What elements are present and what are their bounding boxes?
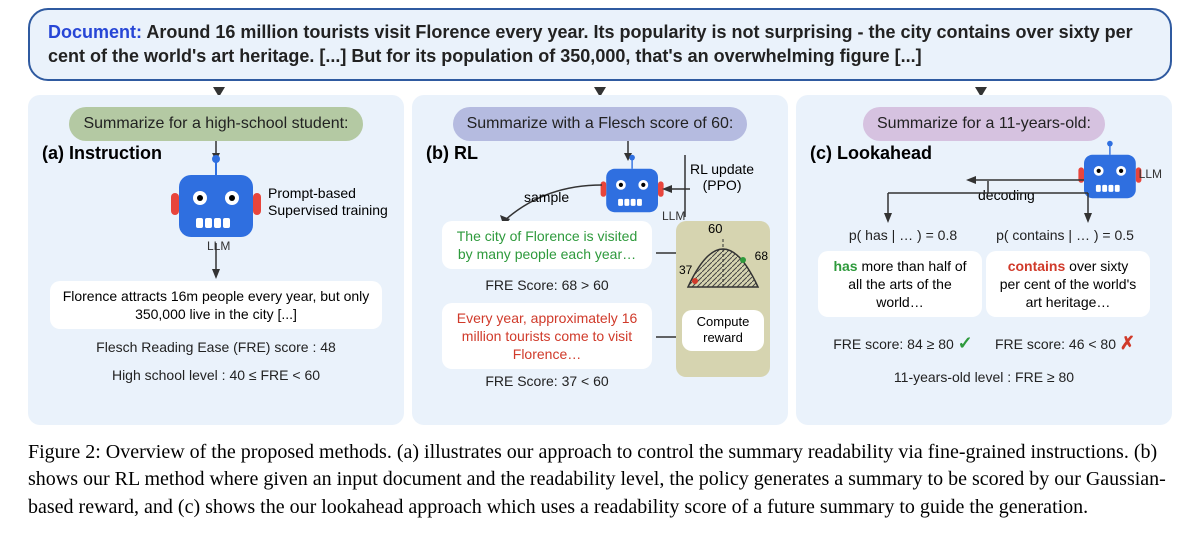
sample-label: sample xyxy=(524,189,569,205)
document-label: Document: xyxy=(48,22,142,42)
gaussian-left: 37 xyxy=(679,263,692,277)
training-label: Prompt-based Supervised training xyxy=(268,185,388,220)
arrow-icon xyxy=(210,243,222,279)
fre-right: FRE score: 46 < 80 ✗ xyxy=(976,333,1154,354)
continuation-head-right: contains xyxy=(1008,258,1066,274)
prompt-pill-a: Summarize for a high-school student: xyxy=(69,107,362,141)
panels-row: Summarize for a high-school student: (a)… xyxy=(28,95,1172,425)
llm-label: LLM xyxy=(662,209,685,223)
prob-left: p( has | … ) = 0.8 xyxy=(818,227,988,243)
panel-rl: Summarize with a Flesch score of 60: (b)… xyxy=(412,95,788,425)
summary-output: Florence attracts 16m people every year,… xyxy=(50,281,382,329)
continuation-tail-left: more than half of all the arts of the wo… xyxy=(848,258,966,310)
llm-label: LLM xyxy=(1139,167,1162,181)
fre-right-text: FRE score: 46 < 80 xyxy=(995,336,1116,352)
continuation-right: contains over sixty per cent of the worl… xyxy=(986,251,1150,318)
document-box: Document: Around 16 million tourists vis… xyxy=(28,8,1172,81)
fre-left: FRE score: 84 ≥ 80 ✓ xyxy=(814,333,992,354)
gaussian-curve-icon xyxy=(682,227,764,299)
fre-score-good: FRE Score: 68 > 60 xyxy=(442,277,652,293)
branch-icon xyxy=(858,181,1118,225)
level-line-c: 11-years-old level : FRE ≥ 80 xyxy=(808,369,1160,385)
reward-box: 60 37 68 Compute reward xyxy=(676,221,770,377)
fre-score-line: Flesch Reading Ease (FRE) score : 48 xyxy=(40,339,392,355)
cross-icon: ✗ xyxy=(1120,333,1135,353)
compute-reward-label: Compute reward xyxy=(682,310,764,352)
prob-right: p( contains | … ) = 0.5 xyxy=(980,227,1150,243)
robot-icon xyxy=(173,161,259,239)
level-line: High school level : 40 ≤ FRE < 60 xyxy=(40,367,392,383)
fre-left-text: FRE score: 84 ≥ 80 xyxy=(833,336,954,352)
fre-score-bad: FRE Score: 37 < 60 xyxy=(442,373,652,389)
check-icon: ✓ xyxy=(958,333,973,353)
prompt-pill-c: Summarize for a 11-years-old: xyxy=(863,107,1105,141)
panel-lookahead: Summarize for a 11-years-old: (c) Lookah… xyxy=(796,95,1172,425)
arrow-icon xyxy=(662,183,690,195)
sample-output-good: The city of Florence is visited by many … xyxy=(442,221,652,269)
gaussian-right: 68 xyxy=(755,249,768,263)
robot-icon xyxy=(602,159,662,214)
continuation-left: has more than half of all the arts of th… xyxy=(818,251,982,318)
rl-update-label: RL update (PPO) xyxy=(690,161,754,193)
prompt-pill-b: Summarize with a Flesch score of 60: xyxy=(453,107,748,141)
panel-instruction: Summarize for a high-school student: (a)… xyxy=(28,95,404,425)
gaussian-center: 60 xyxy=(708,221,722,236)
sample-output-bad: Every year, approximately 16 million tou… xyxy=(442,303,652,370)
document-text: Around 16 million tourists visit Florenc… xyxy=(48,22,1133,66)
continuation-head-left: has xyxy=(833,258,857,274)
